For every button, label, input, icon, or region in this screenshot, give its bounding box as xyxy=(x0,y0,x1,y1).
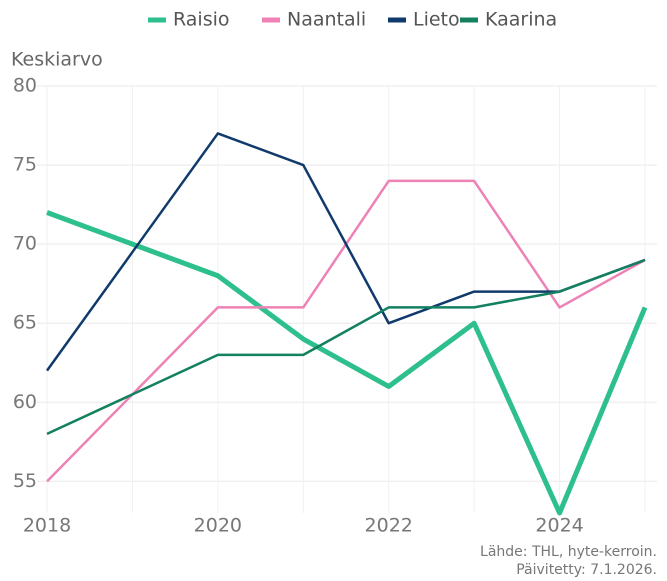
y-tick-label: 60 xyxy=(13,391,37,413)
y-tick-label: 65 xyxy=(13,312,37,334)
line xyxy=(46,258,646,436)
legend-label: Raisio xyxy=(173,9,230,31)
legend-label: Kaarina xyxy=(485,9,557,31)
y-tick-label: 55 xyxy=(13,470,37,492)
legend-label: Lieto xyxy=(413,9,460,31)
legend-label: Naantali xyxy=(287,9,366,31)
caption: Lähde: THL, hyte-kerroin. xyxy=(480,544,657,560)
line xyxy=(46,210,648,516)
x-tick-label: 2020 xyxy=(194,515,242,537)
y-tick-label: 80 xyxy=(13,75,37,97)
caption: Päivitetty: 7.1.2026. xyxy=(516,562,657,578)
x-tick-label: 2022 xyxy=(365,515,413,537)
y-tick-label: 75 xyxy=(13,154,37,176)
x-tick-label: 2018 xyxy=(23,515,71,537)
line xyxy=(45,132,646,372)
y-axis-label: Keskiarvo xyxy=(11,49,103,71)
y-tick-label: 70 xyxy=(13,233,37,255)
x-tick-label: 2024 xyxy=(535,515,583,537)
